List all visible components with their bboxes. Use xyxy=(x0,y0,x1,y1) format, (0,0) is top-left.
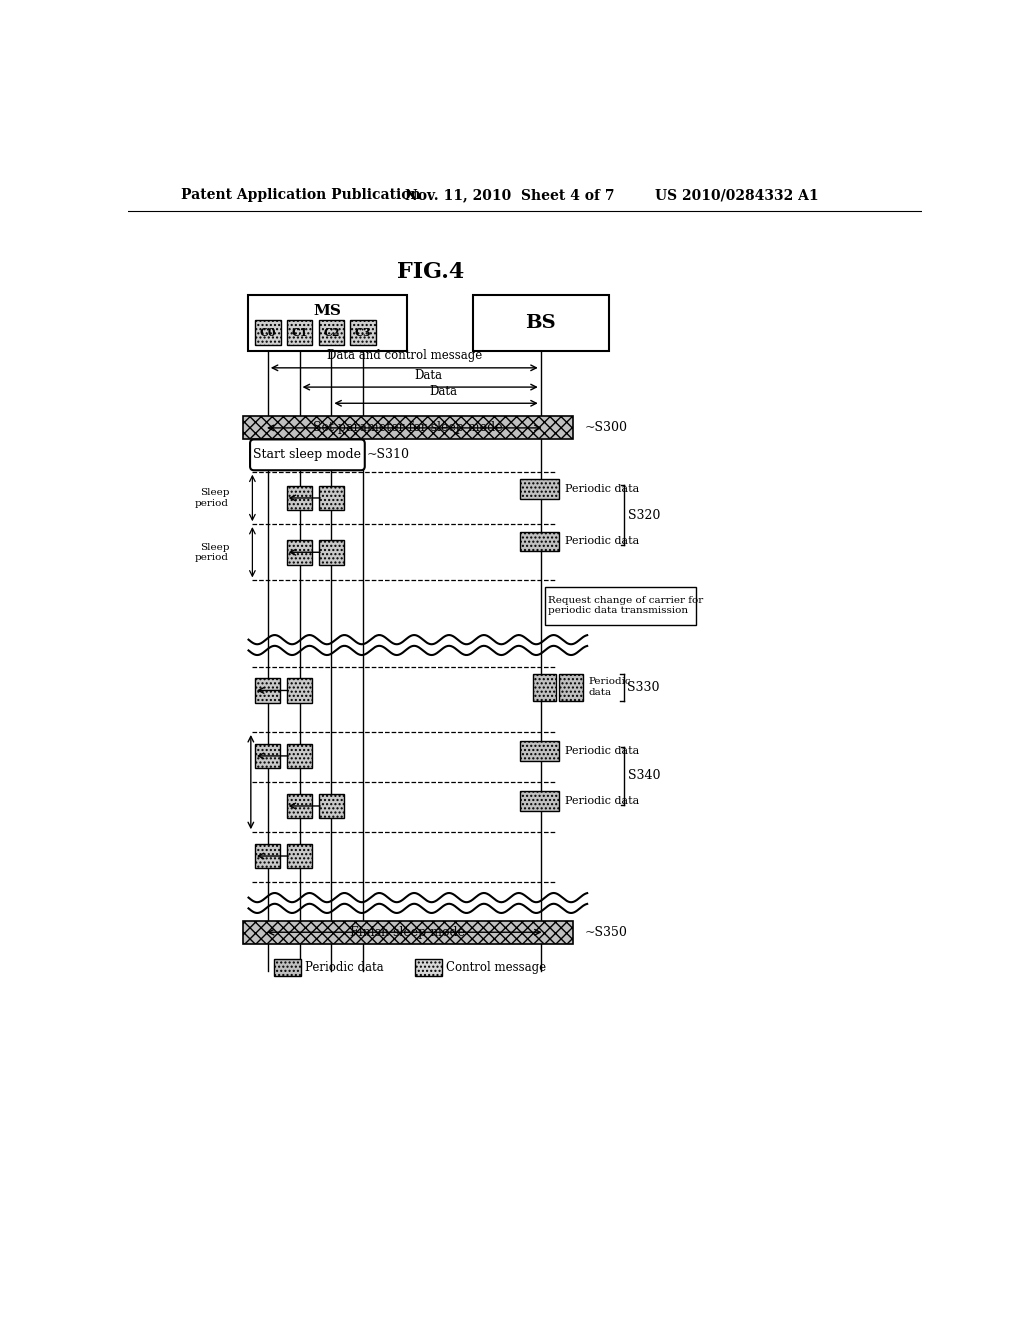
Text: C3: C3 xyxy=(355,327,372,338)
Text: Periodic data: Periodic data xyxy=(564,484,639,494)
Text: Periodic data: Periodic data xyxy=(564,796,639,807)
Bar xyxy=(532,675,556,701)
Bar xyxy=(248,296,407,351)
Text: C1: C1 xyxy=(292,327,308,338)
Text: data: data xyxy=(589,688,612,697)
Text: C2: C2 xyxy=(324,327,340,338)
Text: Data: Data xyxy=(430,385,458,397)
Text: S330: S330 xyxy=(627,681,659,694)
Bar xyxy=(520,532,558,552)
Bar xyxy=(243,921,573,944)
Text: ~S300: ~S300 xyxy=(585,421,628,434)
Text: Data and control message: Data and control message xyxy=(327,350,482,363)
Text: Start sleep mode: Start sleep mode xyxy=(253,449,361,462)
Text: Periodic data: Periodic data xyxy=(305,961,383,974)
Bar xyxy=(255,743,281,768)
Text: Periodic data: Periodic data xyxy=(564,746,639,756)
Bar xyxy=(318,321,344,345)
Bar xyxy=(287,321,312,345)
Bar xyxy=(288,486,312,511)
Bar xyxy=(520,479,558,499)
Bar xyxy=(288,743,312,768)
Text: Patent Application Publication: Patent Application Publication xyxy=(180,189,420,202)
Text: ~S310: ~S310 xyxy=(367,449,410,462)
Bar xyxy=(319,793,344,818)
Bar xyxy=(473,296,608,351)
Bar xyxy=(255,678,281,702)
Text: Data: Data xyxy=(414,368,442,381)
Bar xyxy=(273,960,301,977)
Bar xyxy=(255,321,281,345)
Text: MS: MS xyxy=(313,304,341,318)
Bar xyxy=(288,843,312,869)
Text: Sleep
period: Sleep period xyxy=(196,543,229,562)
Bar xyxy=(520,792,558,810)
Text: ~S350: ~S350 xyxy=(585,925,628,939)
Bar xyxy=(243,416,573,440)
Bar xyxy=(350,321,376,345)
Text: Sleep
period: Sleep period xyxy=(196,488,229,508)
Bar xyxy=(545,586,695,626)
Text: S340: S340 xyxy=(629,770,660,783)
Bar xyxy=(255,843,281,869)
Bar xyxy=(559,675,583,701)
Text: Nov. 11, 2010  Sheet 4 of 7: Nov. 11, 2010 Sheet 4 of 7 xyxy=(406,189,615,202)
Bar xyxy=(319,540,344,565)
Text: Finish sleep mode: Finish sleep mode xyxy=(350,925,466,939)
Text: Control message: Control message xyxy=(445,961,546,974)
Bar xyxy=(288,793,312,818)
Bar xyxy=(288,678,312,702)
Text: S320: S320 xyxy=(629,508,660,521)
Bar xyxy=(415,960,442,977)
Text: FIG.4: FIG.4 xyxy=(396,261,464,284)
Text: C0: C0 xyxy=(260,327,276,338)
Text: US 2010/0284332 A1: US 2010/0284332 A1 xyxy=(655,189,818,202)
Bar xyxy=(319,486,344,511)
FancyBboxPatch shape xyxy=(250,440,365,470)
Bar xyxy=(520,742,558,760)
Text: Periodic data: Periodic data xyxy=(564,536,639,546)
Text: BS: BS xyxy=(525,314,556,333)
Text: Request change of carrier for
periodic data transmission: Request change of carrier for periodic d… xyxy=(549,597,703,615)
Text: Set parameter for sleep mode: Set parameter for sleep mode xyxy=(313,421,503,434)
Text: Periodic: Periodic xyxy=(589,677,632,686)
Bar xyxy=(288,540,312,565)
